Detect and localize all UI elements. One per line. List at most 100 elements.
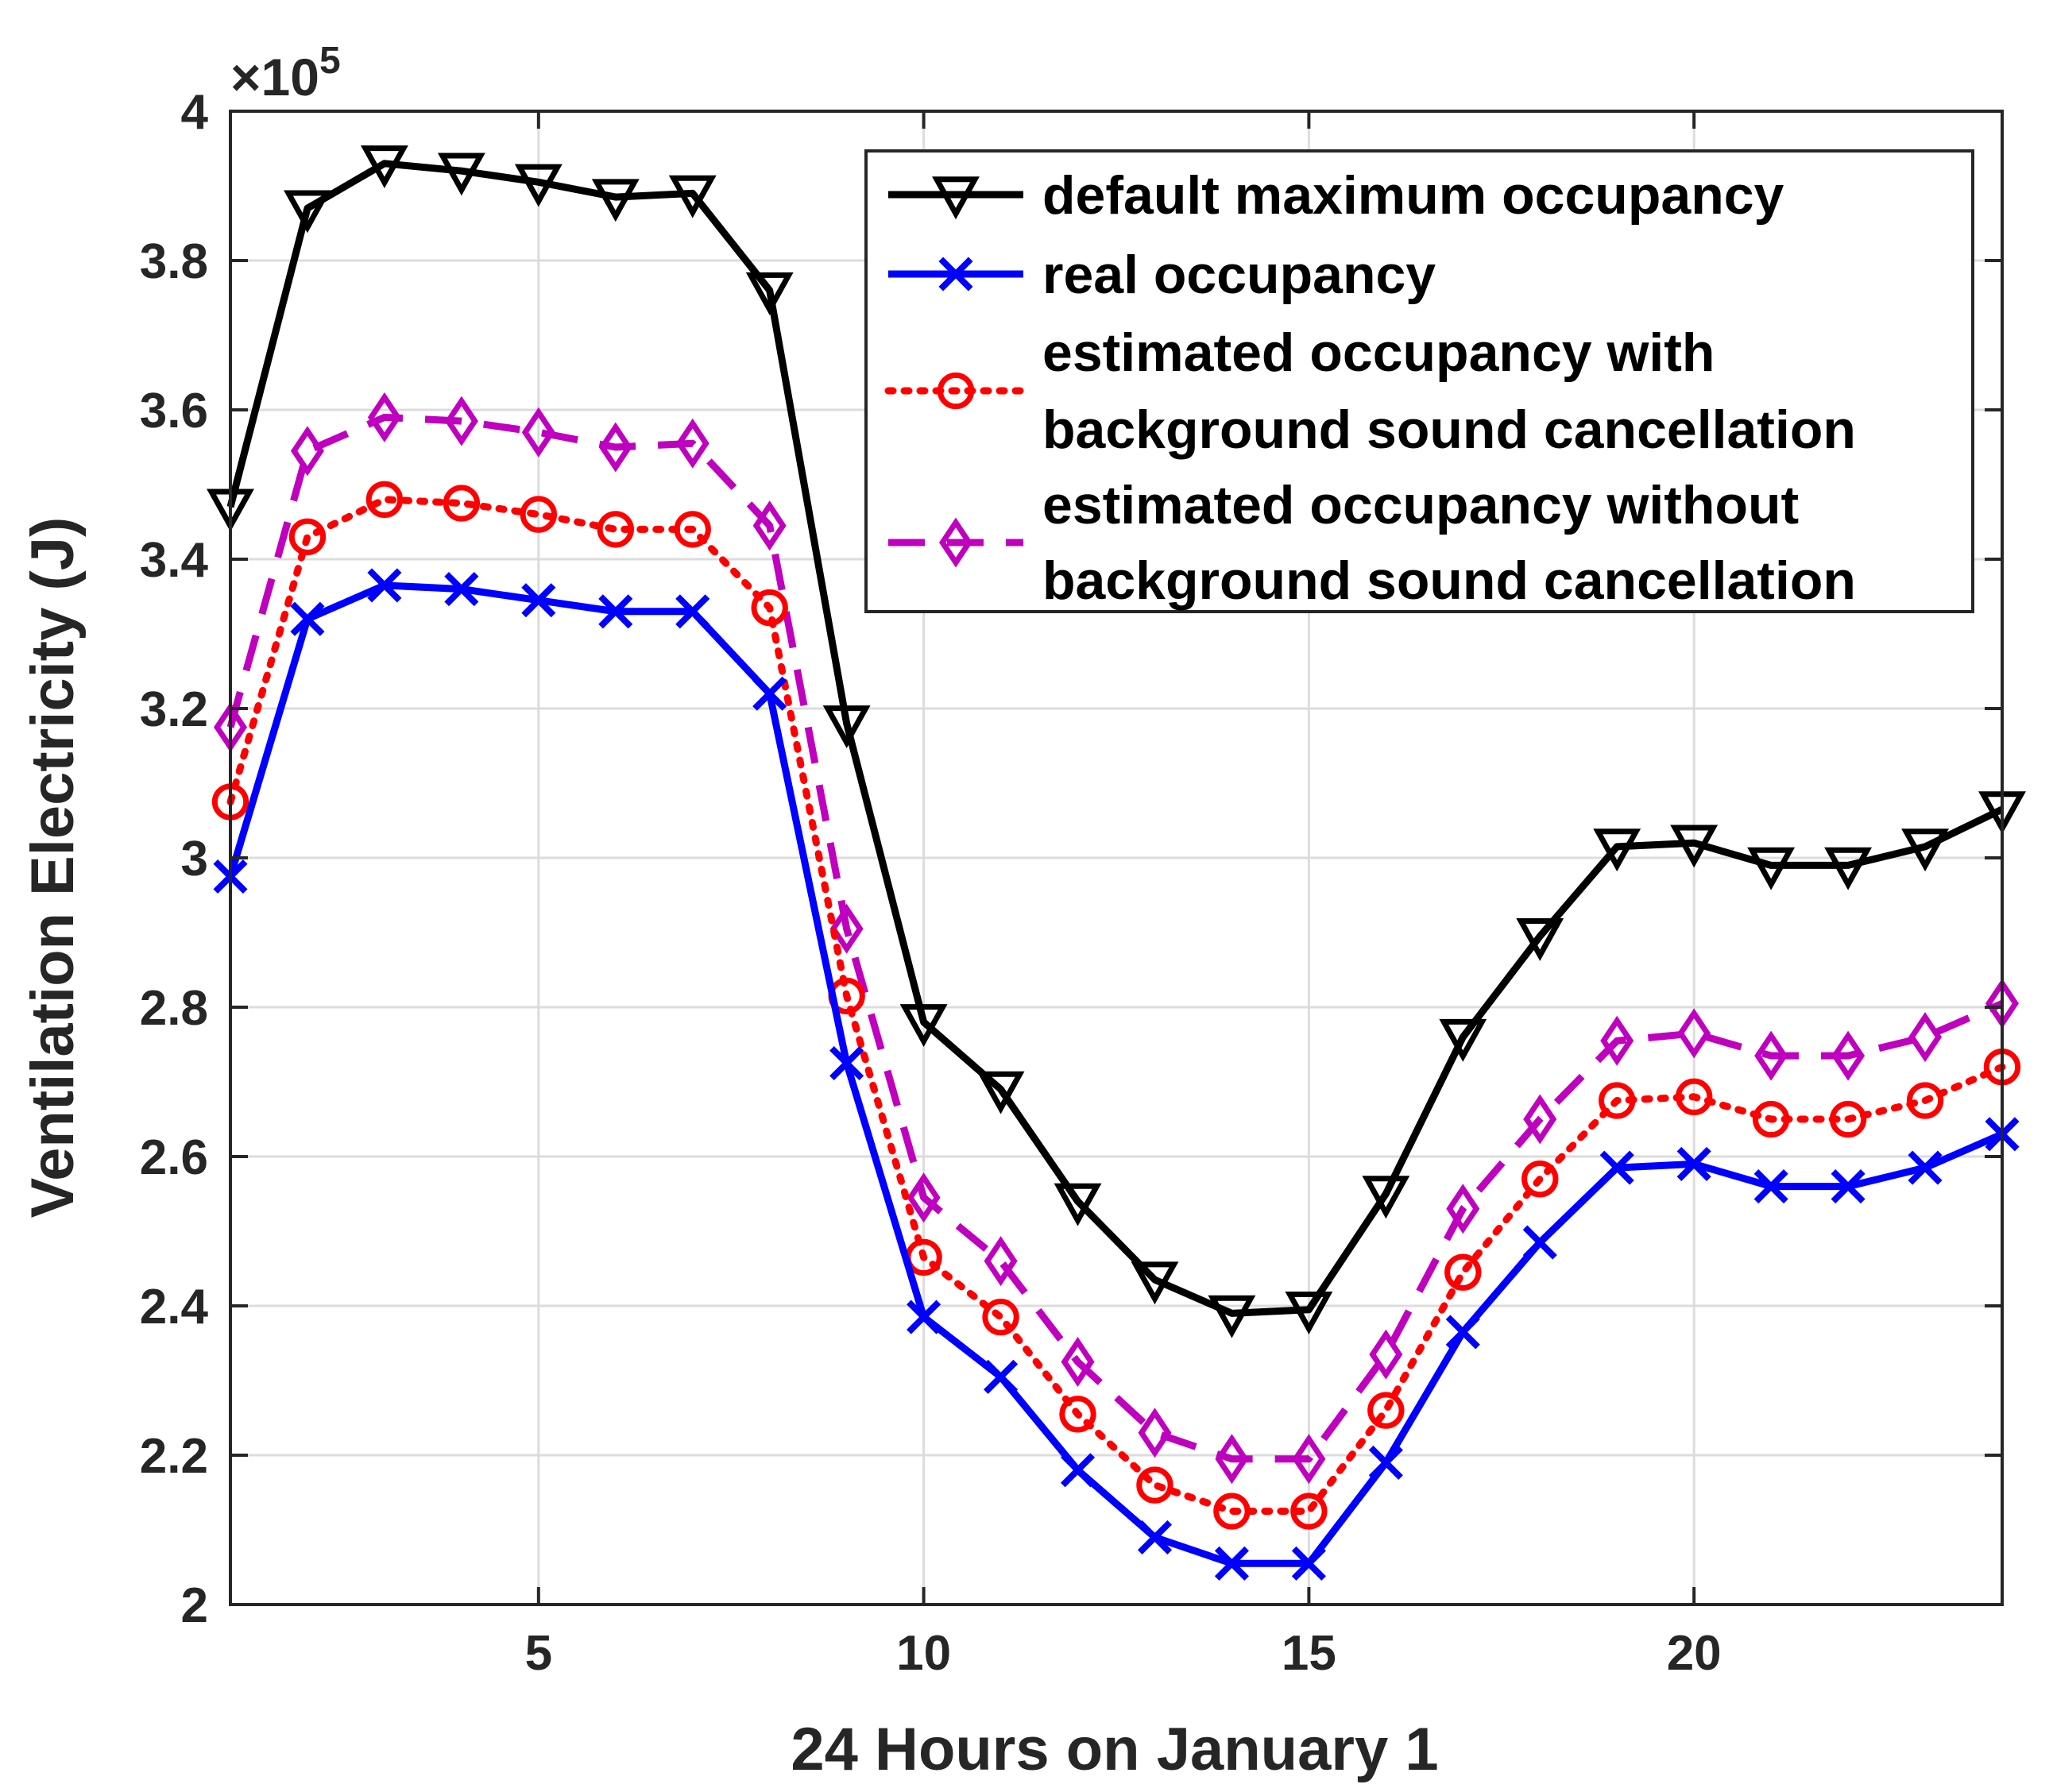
- data-point: [907, 1300, 941, 1334]
- data-point: [675, 418, 709, 469]
- x-marker-stroke: [752, 676, 787, 711]
- data-point: [1906, 1082, 1944, 1119]
- data-point: [1752, 1100, 1790, 1138]
- legend-entry-3: estimated occupancy without background so…: [888, 475, 1856, 611]
- legend-box: [864, 149, 1974, 613]
- data-point: [1754, 1030, 1788, 1081]
- data-point: [365, 481, 404, 518]
- data-point: [1522, 1225, 1557, 1260]
- data-point: [1901, 828, 1949, 872]
- data-point: [1214, 1546, 1249, 1581]
- data-point: [751, 589, 788, 627]
- legend-marker-sample: [937, 372, 975, 410]
- series-1: [213, 568, 2020, 1581]
- data-point: [367, 392, 401, 442]
- legend-entry-1: real occupancy: [888, 245, 1436, 305]
- y-tick-label: 3.2: [140, 682, 208, 737]
- y-tick-label: 3.4: [140, 533, 209, 588]
- data-point: [1446, 1184, 1480, 1234]
- y-axis-title: Ventilation Electricity (J): [19, 517, 87, 1218]
- data-point: [1523, 1094, 1557, 1145]
- y-tick-label: 2.8: [140, 981, 208, 1036]
- data-point: [984, 1359, 1019, 1394]
- data-point: [1445, 1315, 1480, 1350]
- data-point: [752, 500, 787, 551]
- series-layer: [207, 145, 2026, 1581]
- data-point: [1290, 1493, 1328, 1530]
- data-point: [290, 601, 325, 636]
- data-point: [521, 407, 555, 458]
- data-point: [1753, 1169, 1788, 1204]
- legend-label: estimated occupancy with: [1042, 322, 1715, 383]
- data-point: [745, 272, 794, 315]
- x-marker-stroke: [1522, 1225, 1557, 1260]
- y-axis-exponent: ×105: [230, 40, 341, 106]
- y-tick-label: 3.8: [140, 234, 208, 289]
- x-marker-stroke: [521, 583, 556, 618]
- data-point: [1138, 1408, 1172, 1458]
- data-point: [597, 511, 634, 548]
- data-point: [598, 594, 633, 629]
- data-point: [1670, 825, 1719, 868]
- data-point: [1829, 1100, 1867, 1138]
- data-point: [1054, 1183, 1102, 1226]
- data-point: [674, 511, 711, 548]
- data-point: [1137, 1520, 1173, 1554]
- x-marker-stroke: [829, 1045, 864, 1081]
- x-marker-stroke: [1060, 1453, 1096, 1488]
- x-tick-label: 10: [896, 1626, 951, 1681]
- legend-label: estimated occupancy without: [1042, 475, 1799, 535]
- data-point: [907, 1172, 941, 1223]
- data-point: [514, 164, 563, 207]
- data-point: [1831, 1169, 1865, 1204]
- data-point: [1368, 1445, 1403, 1480]
- data-point: [367, 568, 402, 603]
- data-point: [1600, 1015, 1634, 1066]
- data-point: [444, 396, 478, 446]
- data-point: [1747, 847, 1796, 890]
- data-point: [1291, 1546, 1326, 1581]
- data-point: [1367, 1392, 1405, 1429]
- legend: default maximum occupancy real occupancy e…: [864, 149, 1974, 613]
- data-point: [668, 175, 717, 218]
- x-marker-stroke: [290, 601, 325, 636]
- data-point: [1908, 1150, 1943, 1185]
- legend-marker-sample: [938, 257, 973, 292]
- legend-label: real occupancy: [1042, 245, 1436, 305]
- data-point: [598, 422, 632, 473]
- data-point: [1292, 1434, 1326, 1485]
- data-point: [1593, 828, 1641, 872]
- data-point: [1060, 1453, 1096, 1488]
- legend-marker-sample: [932, 176, 980, 220]
- data-point: [752, 676, 787, 711]
- x-marker-stroke: [938, 257, 973, 292]
- data-point: [1439, 1018, 1487, 1062]
- x-marker-stroke: [598, 594, 633, 629]
- data-point: [829, 903, 864, 954]
- axis-ticks: 5 10 15 20 2 2.2 2.4 2.6 2.8 3 3.2 3.4 3.6 3.8 4: [140, 85, 2002, 1681]
- x-marker-stroke: [1908, 1150, 1943, 1185]
- legend-marker-sample: [938, 517, 973, 568]
- y-tick-label: 3: [181, 832, 208, 886]
- data-point: [521, 583, 556, 618]
- y-tick-label: 4: [181, 85, 209, 140]
- x-marker-stroke: [675, 594, 710, 629]
- y-exponent-power: 5: [319, 40, 341, 82]
- data-point: [1675, 1078, 1713, 1115]
- data-point: [829, 1045, 864, 1081]
- x-marker-stroke: [1676, 1146, 1711, 1181]
- data-point: [1831, 1030, 1865, 1081]
- data-point: [1215, 1434, 1249, 1485]
- x-marker-stroke: [1368, 1445, 1403, 1480]
- x-marker-stroke: [1753, 1169, 1788, 1204]
- data-point: [976, 1071, 1025, 1114]
- y-tick-label: 2.4: [140, 1280, 209, 1334]
- data-point: [1285, 1292, 1333, 1334]
- data-point: [520, 496, 558, 533]
- x-marker-stroke: [444, 572, 479, 607]
- data-point: [288, 518, 327, 555]
- x-marker-stroke: [1137, 1520, 1173, 1554]
- legend-entry-0: default maximum occupancy: [888, 165, 1784, 226]
- data-point: [591, 179, 640, 222]
- data-point: [1213, 1493, 1251, 1530]
